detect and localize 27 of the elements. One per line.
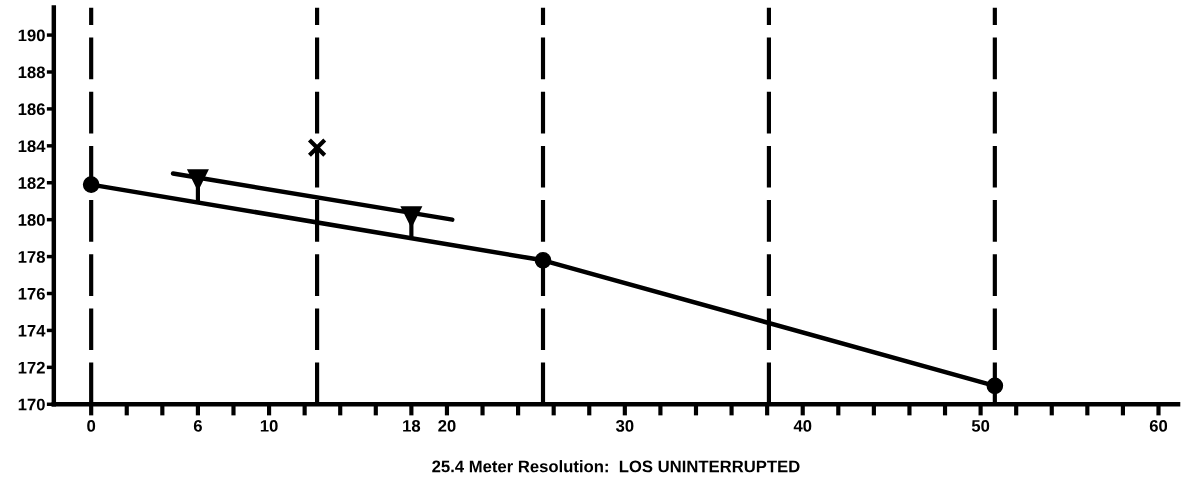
y-tick-label: 180 — [18, 214, 45, 226]
y-tick-label: 178 — [18, 250, 45, 263]
point — [307, 137, 327, 158]
x-tick-label: 50 — [971, 419, 990, 432]
x-axis-title: 25.4 Meter Resolution: LOS UNINTERRUPTED — [432, 460, 800, 473]
x-tick-label: 18 — [403, 419, 421, 432]
y-tick-label: 176 — [18, 287, 45, 300]
point — [188, 169, 208, 189]
y-tick-label: 174 — [18, 325, 46, 337]
point — [401, 206, 422, 226]
x-tick-label: 60 — [1149, 419, 1168, 432]
y-tick-label: 186 — [18, 103, 45, 116]
x-tick-label: 6 — [193, 419, 202, 432]
y-tick-label: 182 — [18, 177, 45, 189]
point — [82, 176, 100, 193]
x-tick-label: 30 — [615, 419, 634, 432]
y-tick-label: 170 — [18, 398, 45, 411]
point — [986, 377, 1004, 395]
y-tick-label: 172 — [18, 361, 45, 374]
x-tick-label: 40 — [793, 419, 812, 432]
y-tick-label: 190 — [18, 29, 45, 42]
x-tick-label: 20 — [438, 419, 456, 432]
y-tick-label: 188 — [18, 66, 45, 79]
point — [534, 251, 552, 269]
x-tick-label: 0 — [87, 419, 96, 432]
x-tick-label: 10 — [260, 419, 278, 432]
y-tick-label: 184 — [18, 140, 46, 153]
